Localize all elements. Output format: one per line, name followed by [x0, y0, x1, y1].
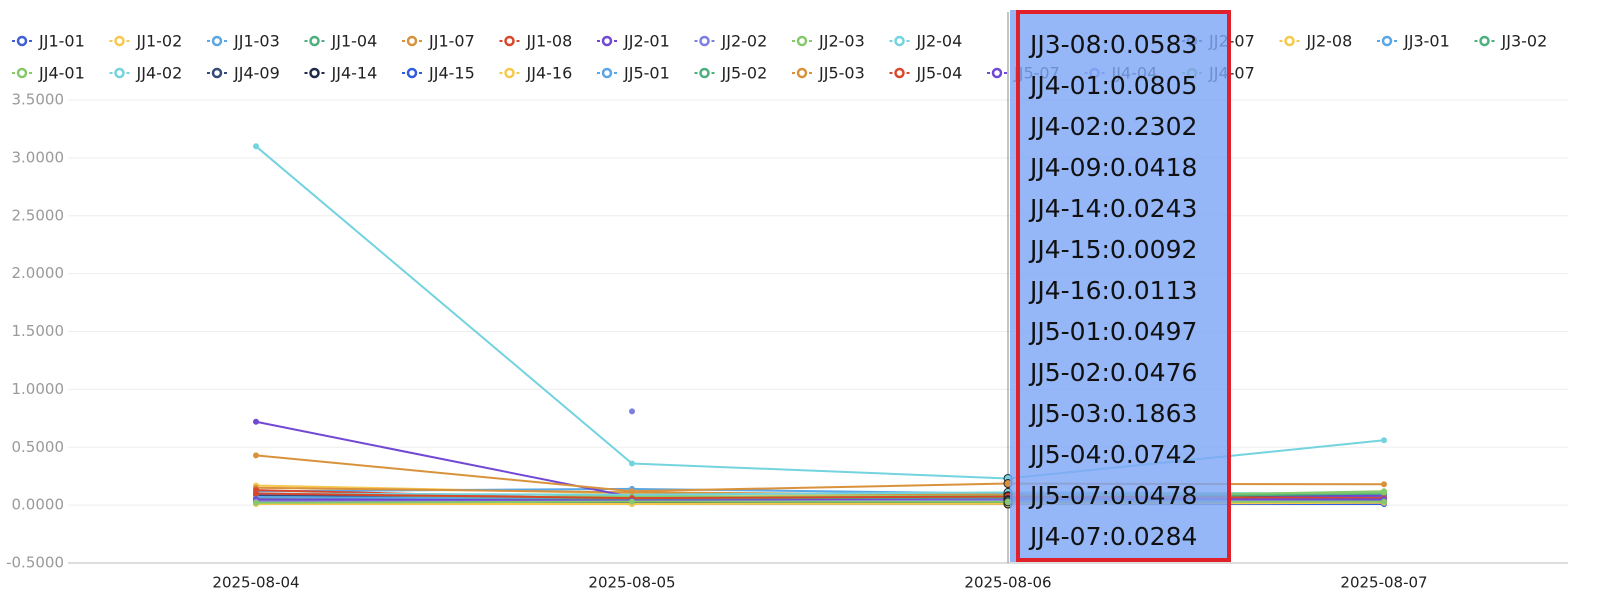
legend-label: JJ2-02: [721, 32, 768, 51]
legend-label: JJ2-03: [818, 32, 865, 51]
tooltip-item: JJ4-01:0.0805: [1028, 71, 1197, 100]
legend-icon: [504, 67, 515, 79]
data-point: [629, 408, 635, 415]
legend-label: JJ5-02: [721, 64, 768, 83]
legend-icon: [406, 67, 418, 79]
legend-icon: [1479, 35, 1490, 47]
data-point: [1381, 489, 1387, 496]
tooltip-item: JJ4-02:0.2302: [1028, 112, 1197, 141]
legend-icon: [16, 35, 28, 47]
tooltip-item: JJ5-07:0.0478: [1028, 481, 1197, 510]
legend-icon: [796, 67, 808, 79]
x-tick-label: 2025-08-04: [212, 574, 299, 592]
legend-icon: [211, 35, 223, 47]
tooltip-item: JJ5-03:0.1863: [1028, 399, 1197, 428]
y-tick-label: 0.5000: [12, 438, 65, 456]
tooltip-item: JJ3-08:0.0583: [1028, 30, 1197, 59]
data-point: [629, 488, 635, 495]
legend-label: JJ4-01: [38, 64, 85, 83]
legend-label: JJ5-01: [623, 64, 670, 83]
tooltip-item: JJ5-01:0.0497: [1028, 317, 1197, 346]
tooltip: JJ3-08:0.0583 JJ4-01:0.0805 JJ4-02:0.2302 J…: [1010, 10, 1231, 562]
legend-icon: [1381, 35, 1393, 47]
tooltip-item: JJ4-07:0.0284: [1028, 522, 1197, 551]
legend: JJ1-01 JJ1-02 JJ1-03 JJ1-04 JJ1-07 JJ1-08 JJ2-…: [12, 32, 1547, 83]
legend-icon: [114, 35, 125, 47]
data-point: [1381, 481, 1387, 488]
y-tick-label: 2.0000: [12, 264, 65, 282]
y-tick-label: 0.0000: [12, 496, 65, 514]
legend-icon: [601, 67, 613, 79]
legend-label: JJ1-03: [233, 32, 280, 51]
tooltip-item: JJ4-14:0.0243: [1028, 194, 1197, 223]
legend-label: JJ3-02: [1501, 32, 1548, 51]
tooltip-item: JJ5-04:0.0742: [1028, 440, 1197, 469]
legend-label: JJ1-04: [331, 32, 378, 51]
legend-label: JJ4-02: [136, 64, 183, 83]
y-tick-label: -0.5000: [6, 554, 64, 572]
y-tick-label: 1.5000: [12, 322, 65, 340]
data-point: [629, 460, 635, 467]
legend-label: JJ3-01: [1403, 32, 1450, 51]
legend-icon: [796, 35, 808, 47]
legend-icon: [504, 35, 515, 47]
legend-label: JJ5-03: [818, 64, 865, 83]
legend-icon: [699, 35, 710, 47]
tooltip-item: JJ4-16:0.0113: [1028, 276, 1197, 305]
data-point: [1381, 437, 1387, 444]
legend-label: JJ4-09: [233, 64, 280, 83]
legend-icon: [309, 67, 320, 79]
legend-icon: [309, 35, 320, 47]
data-point: [253, 418, 259, 425]
legend-icon: [699, 67, 710, 79]
tooltip-box: [1010, 10, 1228, 562]
tooltip-item: JJ5-02:0.0476: [1028, 358, 1197, 387]
data-point: [253, 499, 259, 506]
data-point: [629, 498, 635, 505]
legend-icon: [16, 67, 28, 79]
y-tick-label: 3.5000: [12, 91, 65, 109]
legend-icon: [894, 67, 905, 79]
x-tick-label: 2025-08-07: [1340, 574, 1427, 592]
legend-icon: [1284, 35, 1295, 47]
legend-label: JJ5-04: [916, 64, 963, 83]
legend-label: JJ4-16: [526, 64, 573, 83]
tooltip-item: JJ4-09:0.0418: [1028, 153, 1197, 182]
data-point: [253, 143, 259, 150]
legend-icon: [406, 35, 418, 47]
y-tick-label: 2.5000: [12, 206, 65, 224]
legend-icon: [114, 67, 125, 79]
legend-icon: [991, 67, 1003, 79]
x-tick-label: 2025-08-05: [588, 574, 675, 592]
legend-label: JJ1-02: [136, 32, 183, 51]
legend-label: JJ1-08: [526, 32, 573, 51]
data-point: [1381, 498, 1387, 505]
grid: -0.5000 0.0000 0.5000 1.0000 1.5000 2.0000 2.5…: [6, 12, 1568, 592]
legend-label: JJ4-15: [428, 64, 475, 83]
legend-icon: [894, 35, 905, 47]
legend-label: JJ4-14: [331, 64, 378, 83]
legend-icon: [211, 67, 223, 79]
data-point: [253, 490, 259, 497]
y-tick-label: 1.0000: [12, 380, 65, 398]
data-point: [253, 452, 259, 459]
legend-label: JJ2-04: [916, 32, 963, 51]
legend-label: JJ1-07: [428, 32, 475, 51]
legend-label: JJ1-01: [38, 32, 85, 51]
tooltip-item: JJ4-15:0.0092: [1028, 235, 1197, 264]
x-tick-label: 2025-08-06: [964, 574, 1051, 592]
legend-label: JJ2-01: [623, 32, 670, 51]
legend-label: JJ2-08: [1306, 32, 1353, 51]
y-tick-label: 3.0000: [12, 148, 65, 166]
highlight-border: [1016, 10, 1231, 562]
legend-icon: [601, 35, 613, 47]
